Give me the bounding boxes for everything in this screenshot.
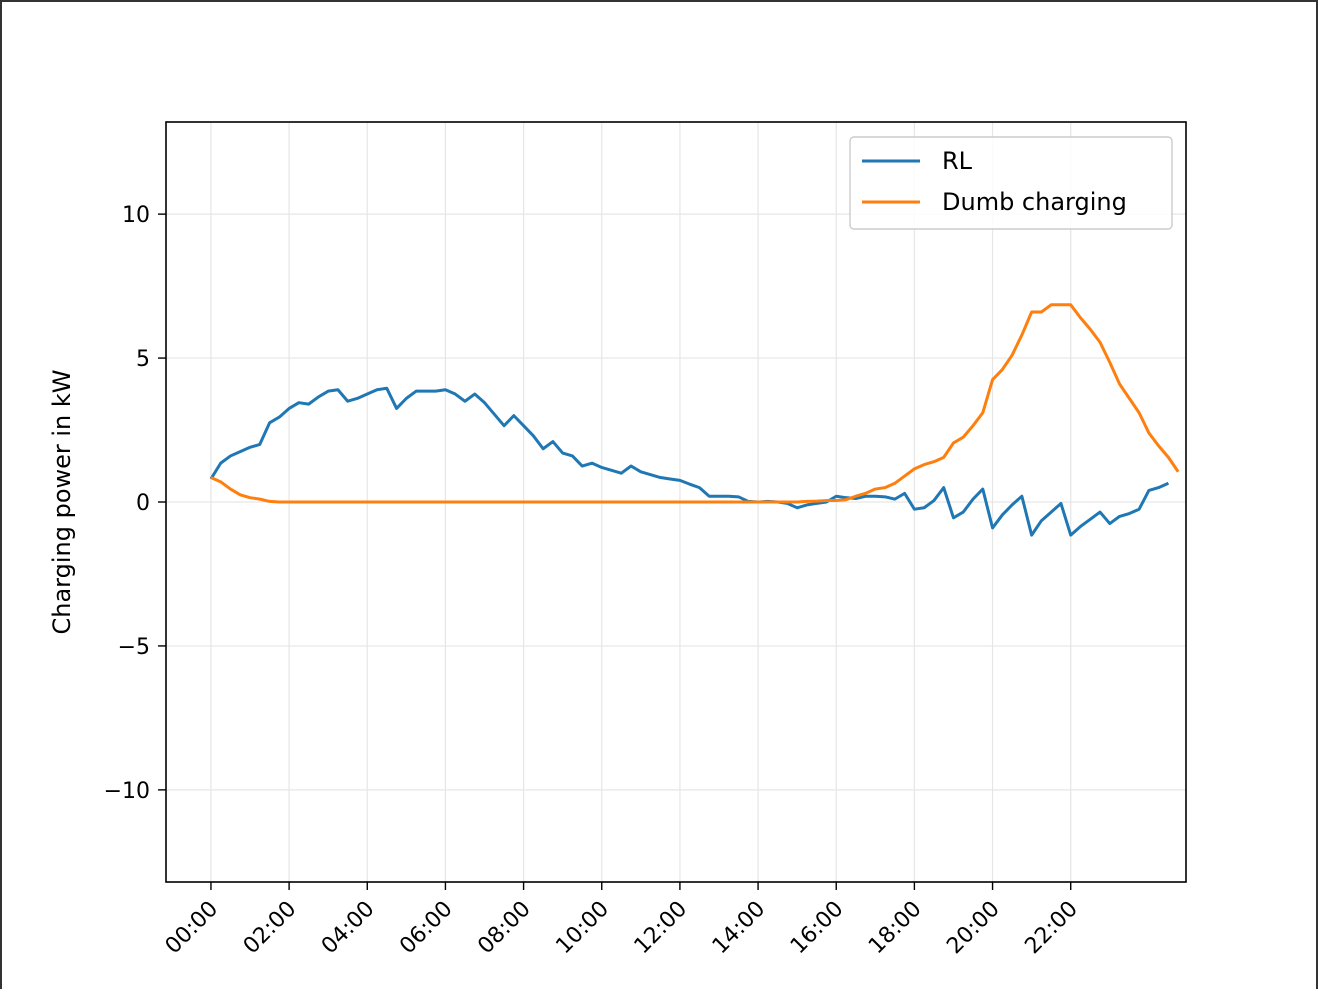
x-tick-label: 22:00 (1020, 897, 1083, 960)
x-tick-label: 06:00 (395, 897, 458, 960)
y-tick-label: −5 (118, 635, 150, 660)
legend-label: RL (942, 147, 973, 175)
x-tick-label: 10:00 (551, 897, 614, 960)
x-tick-label: 04:00 (317, 897, 380, 960)
x-tick-label: 00:00 (161, 897, 224, 960)
y-axis-label: Charging power in kW (48, 369, 76, 634)
series-lines (209, 303, 1180, 537)
y-tick-label: −10 (104, 779, 150, 804)
x-tick-label: 08:00 (473, 897, 536, 960)
x-tick-label: 20:00 (942, 897, 1005, 960)
y-tick-label: 10 (122, 203, 150, 228)
x-tick-label: 18:00 (864, 897, 927, 960)
x-tick-label: 12:00 (630, 897, 693, 960)
y-tick-label: 0 (136, 491, 150, 516)
y-axis: −10 −5 0 5 10 (104, 203, 166, 804)
x-axis: 00:00 02:00 04:00 06:00 08:00 10:00 12:00 14:00… (161, 882, 1083, 959)
series-line-rl (209, 386, 1170, 537)
legend-box (849, 136, 1173, 230)
x-tick-label: 16:00 (786, 897, 849, 960)
x-tick-label: 02:00 (239, 897, 302, 960)
y-tick-label: 5 (136, 347, 150, 372)
x-tick-label: 14:00 (708, 897, 771, 960)
legend: RL Dumb charging (849, 136, 1173, 230)
series-line-dumb-charging (210, 303, 1180, 504)
legend-label: Dumb charging (942, 188, 1127, 216)
